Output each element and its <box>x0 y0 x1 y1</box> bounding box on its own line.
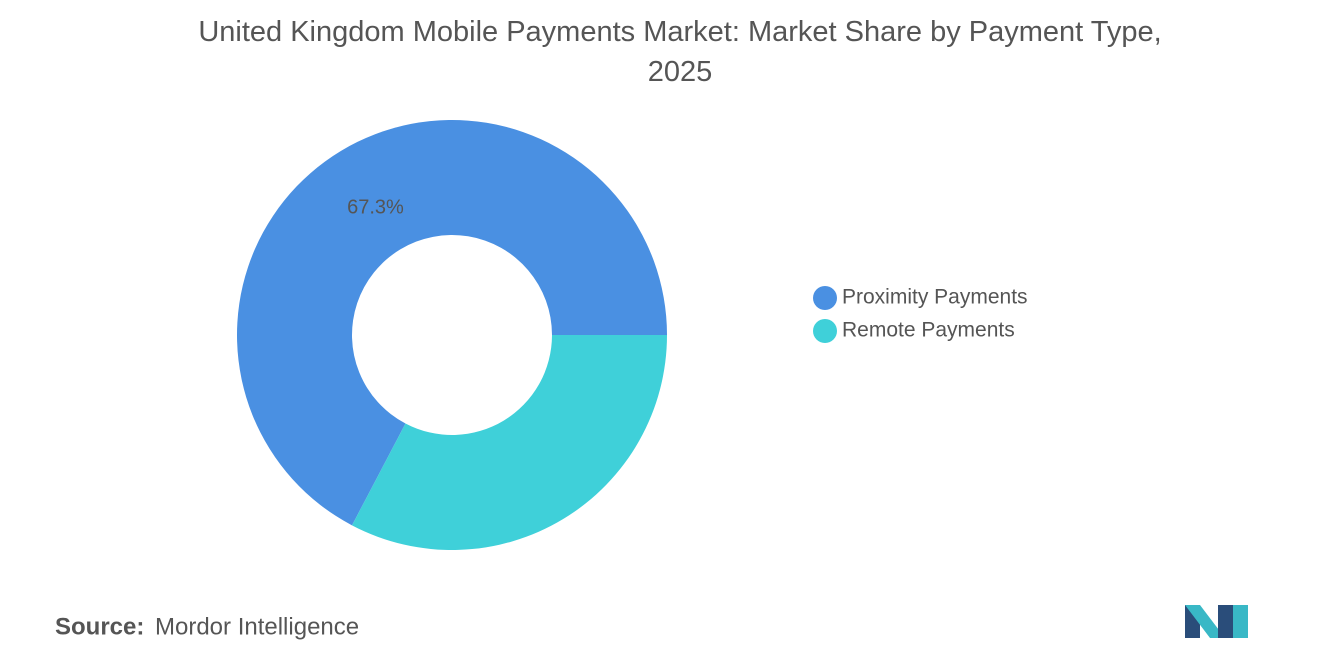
donut-slice <box>351 335 667 550</box>
chart-title: United Kingdom Mobile Payments Market: M… <box>198 16 1162 88</box>
donut-slice <box>237 120 667 526</box>
source: Mordor Intelligence <box>155 613 359 640</box>
logo <box>1185 605 1248 638</box>
value-label: 67.3% <box>347 197 404 219</box>
legend-marker <box>813 319 837 343</box>
legend-label: Remote Payments <box>842 319 1015 342</box>
legend-marker <box>813 286 837 310</box>
legend-label: Proximity Payments <box>842 286 1028 309</box>
source-label: Source: <box>55 613 144 640</box>
